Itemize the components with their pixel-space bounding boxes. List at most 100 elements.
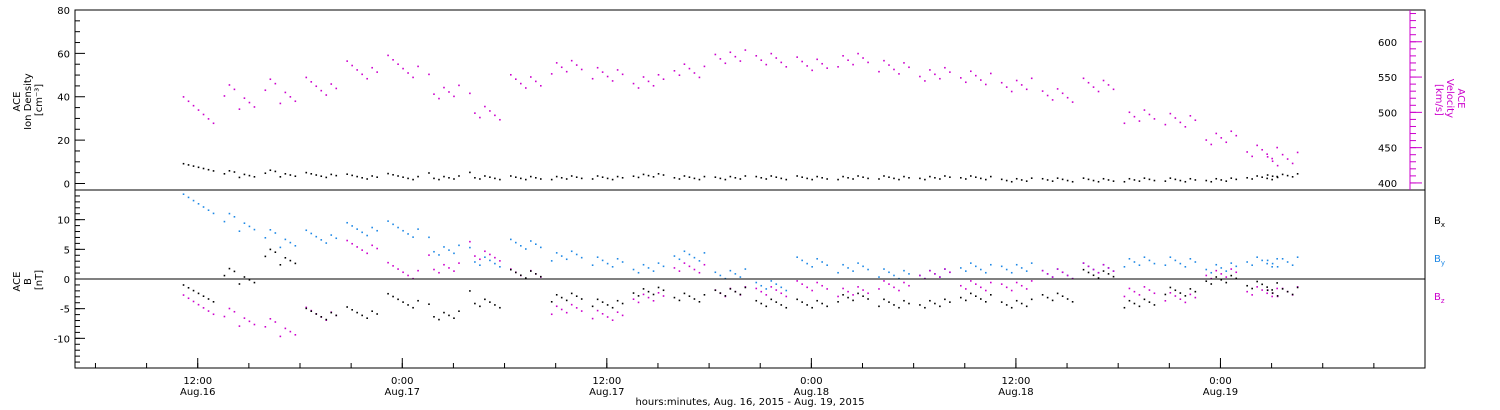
density-dot bbox=[821, 176, 823, 179]
density-dot bbox=[525, 178, 527, 181]
by-dot bbox=[474, 261, 476, 263]
by-point bbox=[714, 268, 747, 280]
velocity-point bbox=[796, 56, 828, 72]
by-dot bbox=[376, 229, 378, 232]
density-dot bbox=[1123, 180, 1126, 183]
density-point bbox=[673, 175, 706, 181]
by-dot bbox=[903, 269, 905, 272]
bz-dot bbox=[1000, 283, 1003, 285]
density-dot bbox=[816, 175, 818, 178]
by-dot bbox=[678, 258, 681, 261]
bz-dot bbox=[852, 294, 854, 296]
by-dot bbox=[397, 226, 399, 229]
velocity-dot bbox=[356, 69, 358, 71]
density-dot bbox=[1066, 179, 1069, 182]
velocity-dot bbox=[919, 75, 921, 78]
bz-dot bbox=[760, 290, 763, 293]
velocity-dot bbox=[448, 91, 450, 93]
bx-dot bbox=[1005, 304, 1008, 306]
velocity-dot bbox=[908, 66, 910, 69]
time-tick-label: 12:00 bbox=[183, 376, 212, 387]
bx-dot bbox=[1087, 271, 1090, 274]
bz-dot bbox=[1138, 294, 1141, 296]
density-dot bbox=[335, 174, 338, 177]
bz-dot bbox=[703, 263, 706, 266]
time-tick-label: 12:00 bbox=[1001, 376, 1030, 387]
by-dot bbox=[821, 261, 823, 263]
velocity-point bbox=[960, 70, 992, 86]
density-dot bbox=[1256, 175, 1258, 177]
velocity-dot bbox=[346, 60, 348, 62]
bz-dot bbox=[688, 265, 691, 268]
bz-dot bbox=[1102, 263, 1105, 266]
bz-dot bbox=[801, 283, 803, 285]
bx-dot bbox=[1194, 290, 1197, 293]
velocity-dot bbox=[888, 64, 890, 66]
density-dot bbox=[949, 176, 951, 178]
bz-dot bbox=[550, 313, 553, 316]
by-dot bbox=[335, 237, 338, 240]
by-dot bbox=[673, 255, 676, 257]
density-point bbox=[428, 172, 460, 181]
velocity-point bbox=[1082, 77, 1115, 93]
bx-dot bbox=[494, 304, 496, 306]
bx-point bbox=[1082, 268, 1115, 279]
bx-dot bbox=[207, 298, 210, 300]
by-dot bbox=[243, 222, 246, 224]
bz-dot bbox=[908, 284, 910, 287]
bx-dot bbox=[688, 295, 691, 297]
density-dot bbox=[253, 176, 256, 178]
bx-dot bbox=[223, 274, 226, 277]
bx-dot bbox=[346, 306, 348, 308]
bz-point bbox=[919, 268, 951, 280]
bx-dot bbox=[315, 313, 318, 315]
density-dot bbox=[755, 175, 758, 178]
velocity-dot bbox=[1271, 157, 1273, 160]
velocity-dot bbox=[515, 78, 517, 80]
density-dot bbox=[744, 175, 747, 177]
density-dot bbox=[438, 178, 440, 181]
density-dot bbox=[535, 176, 537, 179]
density-tick-label: 0 bbox=[64, 179, 70, 190]
density-dot bbox=[652, 176, 655, 178]
bx-dot bbox=[580, 298, 583, 300]
density-dot bbox=[1261, 176, 1263, 178]
legend-bx: Bx bbox=[1434, 216, 1445, 229]
density-dot bbox=[616, 175, 619, 178]
by-dot bbox=[683, 250, 686, 253]
velocity-point bbox=[755, 52, 788, 68]
by-dot bbox=[693, 256, 696, 259]
by-dot bbox=[837, 271, 839, 274]
bz-dot bbox=[371, 244, 373, 247]
bz-dot bbox=[611, 319, 614, 321]
bx-dot bbox=[570, 292, 573, 295]
density-point bbox=[755, 175, 788, 181]
bx-dot bbox=[739, 293, 742, 296]
bz-dot bbox=[560, 308, 563, 311]
velocity-dot bbox=[811, 69, 813, 72]
velocity-dot bbox=[1235, 134, 1238, 137]
bz-point bbox=[755, 286, 788, 298]
bz-dot bbox=[1025, 288, 1028, 290]
velocity-dot bbox=[1005, 86, 1008, 88]
velocity-dot bbox=[1107, 84, 1110, 86]
bx-dot bbox=[1061, 295, 1064, 297]
velocity-point bbox=[1266, 151, 1299, 167]
bz-dot bbox=[1256, 286, 1258, 288]
by-dot bbox=[1230, 262, 1233, 264]
by-dot bbox=[601, 259, 604, 262]
velocity-dot bbox=[693, 72, 696, 74]
bx-dot bbox=[515, 271, 517, 274]
bx-dot bbox=[1230, 274, 1233, 277]
by-dot bbox=[744, 268, 747, 270]
bz-dot bbox=[642, 293, 645, 296]
by-dot bbox=[796, 256, 798, 258]
b-tick-label: 0 bbox=[64, 275, 70, 286]
bx-dot bbox=[1092, 274, 1095, 277]
bx-dot bbox=[821, 302, 823, 305]
density-dot bbox=[857, 175, 859, 177]
by-dot bbox=[662, 265, 665, 268]
density-dot bbox=[621, 176, 624, 179]
bz-dot bbox=[647, 296, 650, 299]
by-point bbox=[223, 212, 256, 232]
